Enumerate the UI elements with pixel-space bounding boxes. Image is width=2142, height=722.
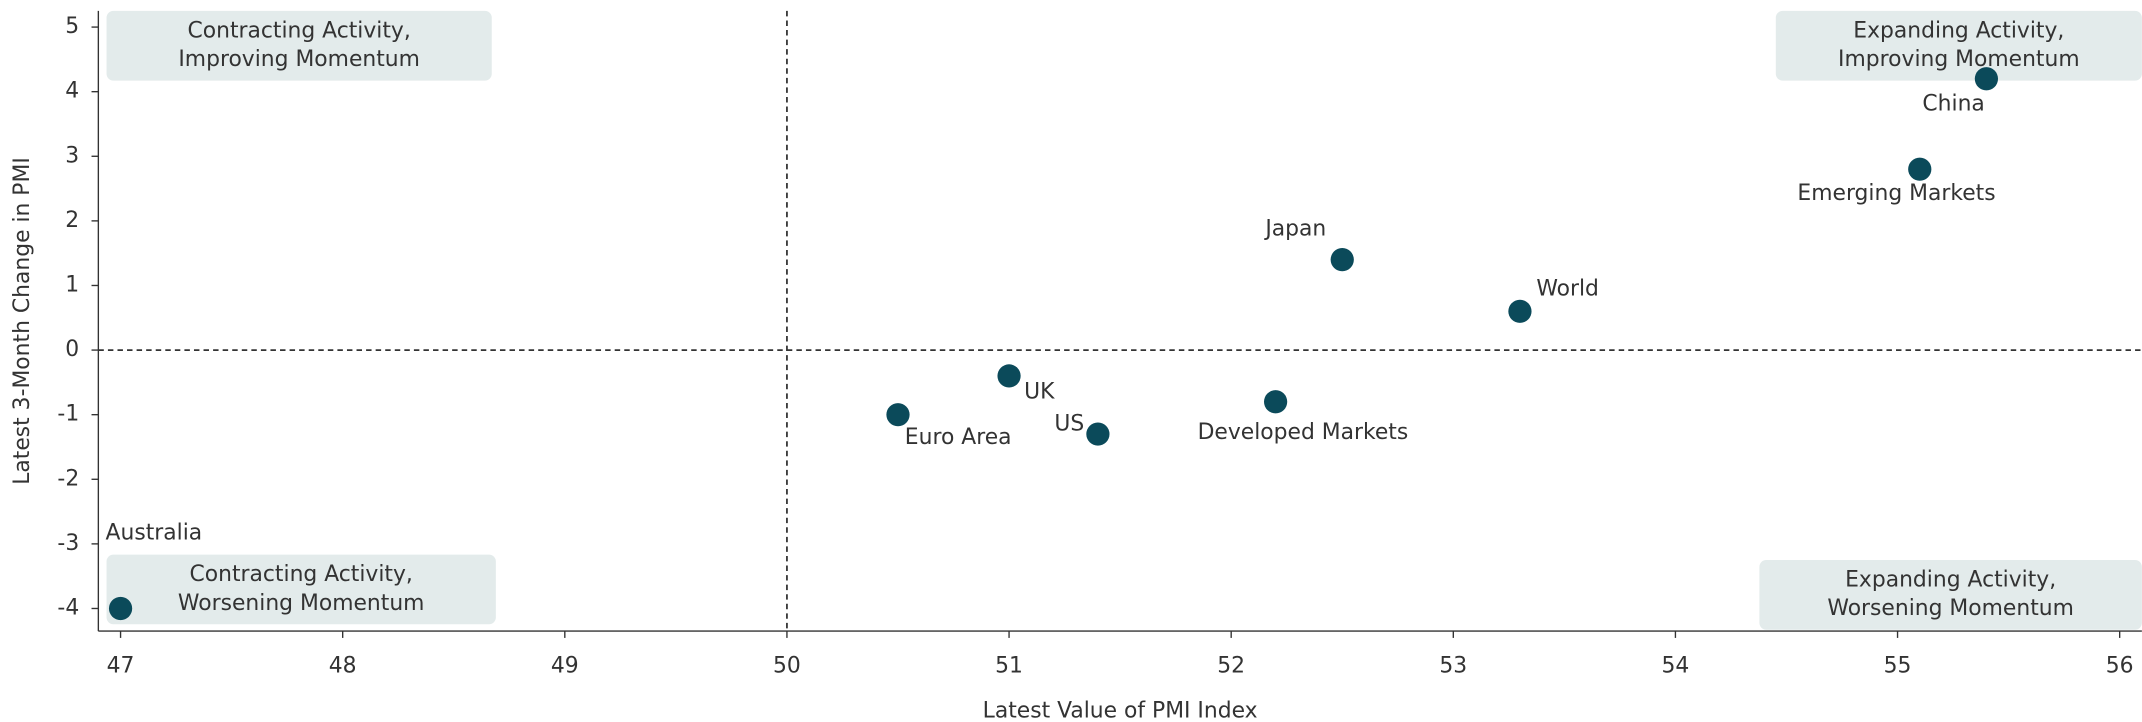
y-tick-label: -4 <box>57 595 79 620</box>
quadrant-label: Expanding Activity, <box>1853 18 2064 43</box>
quadrant-label: Improving Momentum <box>1838 47 2080 72</box>
point-label: US <box>1054 411 1084 436</box>
x-tick-label: 48 <box>329 654 357 679</box>
y-tick-label: 5 <box>65 14 79 39</box>
x-tick-label: 50 <box>773 654 801 679</box>
quadrant-label: Contracting Activity, <box>190 562 413 587</box>
quadrant-label: Worsening Momentum <box>178 591 425 616</box>
y-tick-label: 3 <box>65 143 79 168</box>
quadrant-label: Contracting Activity, <box>187 18 410 43</box>
quadrant-label: Improving Momentum <box>178 47 420 72</box>
quadrant-box <box>1759 560 2142 630</box>
point <box>1263 390 1288 414</box>
point-label: Emerging Markets <box>1797 181 1995 206</box>
y-tick-label: -1 <box>57 402 79 427</box>
y-tick-label: 0 <box>65 337 79 362</box>
point <box>886 403 910 427</box>
point <box>1508 299 1532 323</box>
y-tick-label: 2 <box>65 208 79 233</box>
quadrant-label: Expanding Activity, <box>1845 568 2056 593</box>
point-label: Developed Markets <box>1198 420 1409 445</box>
point <box>1330 248 1354 272</box>
point <box>1974 67 1999 91</box>
quadrant-box <box>106 10 492 81</box>
y-tick-label: 4 <box>65 79 79 104</box>
x-tick-label: 55 <box>1884 654 1912 679</box>
x-tick-label: 53 <box>1439 654 1467 679</box>
x-tick-label: 49 <box>551 654 579 679</box>
x-tick-label: 54 <box>1662 654 1690 679</box>
point-label: China <box>1922 92 1984 117</box>
point-label: Australia <box>106 520 203 545</box>
point-label: Euro Area <box>905 425 1012 450</box>
quadrant-label: Worsening Momentum <box>1827 596 2074 621</box>
x-tick-label: 47 <box>107 654 135 679</box>
point-label: World <box>1536 276 1599 301</box>
point <box>997 364 1021 388</box>
plot: Latest Value of PMI Index Latest 3-Month… <box>10 10 2142 722</box>
point-label: Japan <box>1263 217 1326 242</box>
y-tick-label: 1 <box>65 272 79 297</box>
x-tick-label: 51 <box>995 654 1023 679</box>
point <box>1086 422 1110 446</box>
x-tick-label: 52 <box>1217 654 1245 679</box>
x-axis-label: Latest Value of PMI Index <box>983 699 1258 722</box>
y-tick-label: -3 <box>57 531 79 556</box>
quadrant-box <box>106 554 496 625</box>
x-tick-label: 56 <box>2106 654 2134 679</box>
point <box>108 596 133 621</box>
point <box>1908 157 1932 181</box>
point-label: UK <box>1024 379 1055 404</box>
y-axis-label: Latest 3-Month Change in PMI <box>10 157 35 485</box>
y-tick-label: -2 <box>57 466 79 491</box>
quadrant-box <box>1775 10 2142 81</box>
